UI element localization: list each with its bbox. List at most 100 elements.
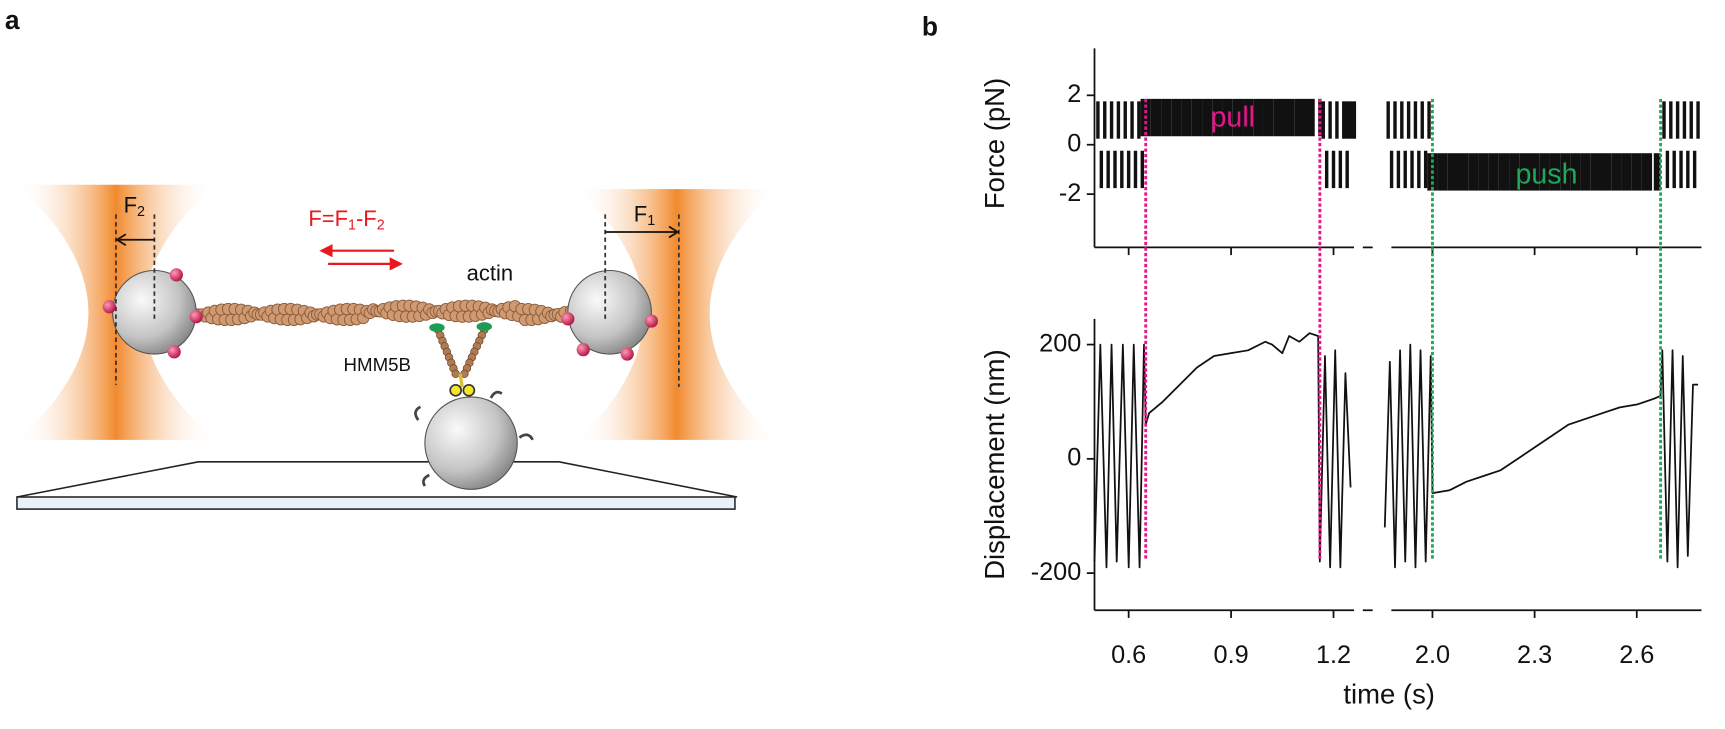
force-point bbox=[1342, 101, 1346, 139]
force-point bbox=[1133, 150, 1138, 189]
force-point bbox=[1539, 153, 1550, 191]
force-point bbox=[1692, 150, 1697, 189]
y-axis-label: Displacement (nm) bbox=[979, 349, 1010, 580]
force-point bbox=[1611, 153, 1622, 191]
force-point bbox=[1171, 98, 1182, 137]
force-point bbox=[1437, 153, 1448, 191]
trapped-bead bbox=[112, 269, 197, 355]
force-point bbox=[1389, 150, 1394, 189]
x-tick-label: 2.3 bbox=[1517, 641, 1552, 669]
x-tick-label: 2.0 bbox=[1415, 641, 1450, 669]
force-point bbox=[1675, 101, 1680, 139]
attachment bbox=[644, 314, 658, 328]
force-point bbox=[1126, 150, 1131, 189]
force-point bbox=[1109, 101, 1114, 139]
force-point bbox=[1519, 153, 1530, 191]
force-point bbox=[1222, 98, 1233, 137]
displacement-arrow bbox=[605, 225, 680, 239]
force-point bbox=[1682, 101, 1687, 139]
force-point bbox=[1488, 153, 1499, 191]
motor-segment bbox=[451, 369, 460, 379]
filament-label: actin bbox=[467, 261, 513, 286]
force-point bbox=[1590, 153, 1602, 191]
x-tick-label: 2.6 bbox=[1619, 641, 1654, 669]
force-point bbox=[1331, 150, 1336, 189]
force-point bbox=[1403, 150, 1407, 189]
force-point bbox=[1560, 153, 1571, 191]
force-point bbox=[1232, 98, 1244, 137]
force-arrow-head bbox=[319, 244, 333, 258]
force-point bbox=[1686, 150, 1690, 189]
force-point bbox=[1601, 153, 1612, 191]
force-point bbox=[1273, 98, 1285, 137]
y-tick-label: 2 bbox=[1067, 80, 1081, 108]
force-point bbox=[1420, 101, 1424, 139]
force-point bbox=[1263, 98, 1274, 137]
force-point bbox=[1410, 150, 1414, 189]
force-point bbox=[1212, 98, 1223, 137]
event-label: push bbox=[1516, 158, 1578, 190]
force-point bbox=[1103, 101, 1107, 139]
force-point bbox=[1284, 98, 1295, 137]
surface-bead bbox=[424, 396, 518, 490]
force-equation: F=F1-F2 bbox=[308, 206, 384, 233]
x-tick-label: 0.6 bbox=[1111, 641, 1146, 669]
force-point bbox=[1478, 153, 1489, 191]
attachment bbox=[167, 345, 181, 359]
attachment bbox=[620, 347, 634, 361]
force-point bbox=[1679, 150, 1683, 189]
force-point bbox=[1099, 150, 1104, 189]
force-point bbox=[1321, 101, 1325, 139]
diagram: F2 F1 F=F1-F2 actin HMM5B bbox=[16, 184, 776, 510]
force-point bbox=[1413, 101, 1418, 139]
force-point bbox=[1294, 98, 1305, 137]
displacement-arrow bbox=[115, 233, 155, 246]
force-point bbox=[1386, 101, 1390, 139]
force-point bbox=[1457, 153, 1469, 191]
motor-head bbox=[476, 322, 492, 331]
force-point bbox=[1580, 153, 1591, 191]
label-part: -F bbox=[356, 206, 377, 231]
force-point bbox=[1345, 150, 1349, 189]
force-point bbox=[1400, 101, 1404, 139]
force-point bbox=[1181, 98, 1192, 137]
y-tick-label: -2 bbox=[1059, 179, 1081, 207]
chart: -2 0 2 Force (pN) -200 0 200 Displacement (nm) 0… bbox=[979, 48, 1702, 709]
panel-label: b bbox=[922, 12, 938, 42]
force-label: F2 bbox=[124, 193, 145, 220]
displacement-trace bbox=[1093, 332, 1699, 569]
coverslip-edge bbox=[16, 461, 738, 498]
force-point bbox=[1120, 150, 1124, 189]
force-point bbox=[1498, 153, 1510, 191]
force-point bbox=[1161, 98, 1172, 137]
attachment bbox=[576, 343, 590, 357]
attachment bbox=[102, 300, 116, 314]
force-point bbox=[1243, 98, 1254, 137]
force-point bbox=[1631, 153, 1642, 191]
force-point bbox=[1427, 101, 1431, 139]
actin-filament bbox=[192, 299, 578, 327]
event-label: pull bbox=[1211, 101, 1256, 133]
linker bbox=[449, 384, 462, 397]
force-point bbox=[1417, 150, 1421, 189]
label-part: 2 bbox=[377, 217, 385, 233]
force-point bbox=[1549, 153, 1561, 191]
force-point bbox=[1665, 150, 1670, 189]
force-point bbox=[1509, 153, 1520, 191]
force-point bbox=[1423, 150, 1428, 189]
force-point bbox=[1116, 101, 1121, 139]
force-point bbox=[1191, 98, 1203, 137]
attachment bbox=[169, 268, 183, 282]
label-part: 1 bbox=[647, 213, 655, 229]
force-point bbox=[1130, 101, 1134, 139]
motor-stalk bbox=[458, 373, 464, 388]
force-arrow-head bbox=[389, 257, 403, 271]
label-part: 1 bbox=[348, 217, 356, 233]
force-point bbox=[1621, 153, 1632, 191]
x-tick-label: 1.2 bbox=[1316, 641, 1351, 669]
motor bbox=[433, 325, 489, 388]
panel-label: a bbox=[5, 5, 20, 35]
force-point bbox=[1137, 101, 1141, 139]
